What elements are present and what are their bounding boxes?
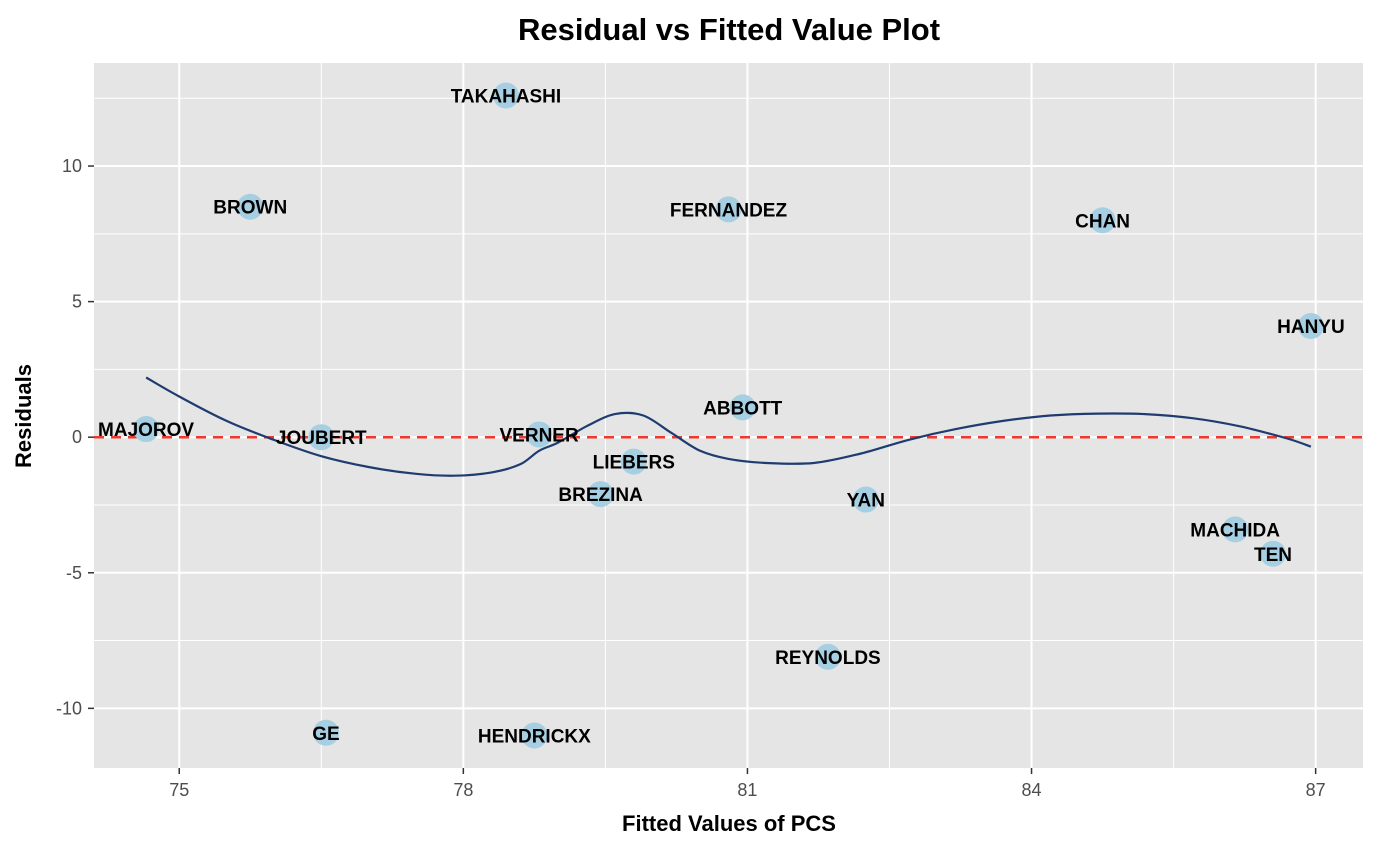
data-point [1297, 313, 1324, 340]
data-points [133, 82, 1324, 749]
data-point-label: MACHIDA [1190, 520, 1280, 541]
x-tick-label: 78 [453, 780, 473, 800]
y-axis-ticks: -10 -5 0 5 10 [56, 156, 94, 718]
data-point [814, 643, 841, 670]
major-gridlines [94, 63, 1363, 768]
data-point [1089, 207, 1116, 234]
y-tick-label: 0 [72, 427, 82, 447]
data-point [852, 486, 879, 513]
x-axis-ticks: 75 78 81 84 87 [169, 768, 1326, 800]
x-tick-label: 84 [1022, 780, 1042, 800]
data-point-label: GE [312, 724, 339, 745]
data-point [715, 196, 742, 223]
data-point [1222, 516, 1249, 543]
y-tick-label: 10 [62, 156, 82, 176]
data-point [313, 719, 340, 746]
data-point-label: HANYU [1277, 317, 1345, 338]
data-point-label: CHAN [1075, 211, 1130, 232]
data-point-label: VERNER [500, 425, 579, 446]
data-point [133, 416, 160, 443]
data-point-label: TAKAHASHI [451, 87, 561, 108]
data-point-label: LIEBERS [593, 453, 675, 474]
x-tick-label: 87 [1306, 780, 1326, 800]
data-point [526, 421, 553, 448]
y-axis-title: Residuals [11, 364, 36, 468]
data-point-label: MAJOROV [98, 420, 194, 441]
x-tick-label: 75 [169, 780, 189, 800]
y-tick-label: -10 [56, 698, 82, 718]
x-tick-label: 81 [737, 780, 757, 800]
data-point [587, 481, 614, 508]
data-point-label: JOUBERT [276, 428, 367, 449]
data-point-label: TEN [1254, 545, 1292, 566]
data-point [521, 722, 548, 749]
data-point [729, 394, 756, 421]
data-point [308, 424, 335, 451]
data-point-label: HENDRICKX [478, 726, 591, 747]
data-point-label: REYNOLDS [775, 648, 881, 669]
data-point [620, 448, 647, 475]
data-point-label: YAN [847, 491, 885, 512]
y-tick-label: -5 [66, 563, 82, 583]
x-axis-title: Fitted Values of PCS [622, 811, 836, 836]
data-point-label: BREZINA [558, 485, 643, 506]
data-point [1260, 540, 1287, 567]
data-point-label: ABBOTT [703, 398, 783, 419]
data-point-label: FERNANDEZ [670, 200, 788, 221]
smooth-curve [145, 376, 1312, 477]
y-tick-label: 5 [72, 292, 82, 312]
data-point-label: BROWN [213, 198, 287, 219]
minor-gridlines [94, 63, 1363, 768]
data-point [492, 82, 519, 109]
data-point [237, 193, 264, 220]
chart-title: Residual vs Fitted Value Plot [518, 12, 940, 47]
point-labels: TAKAHASHI BROWN FERNANDEZ CHAN HANYU ABBOTT MA… [98, 87, 1345, 748]
